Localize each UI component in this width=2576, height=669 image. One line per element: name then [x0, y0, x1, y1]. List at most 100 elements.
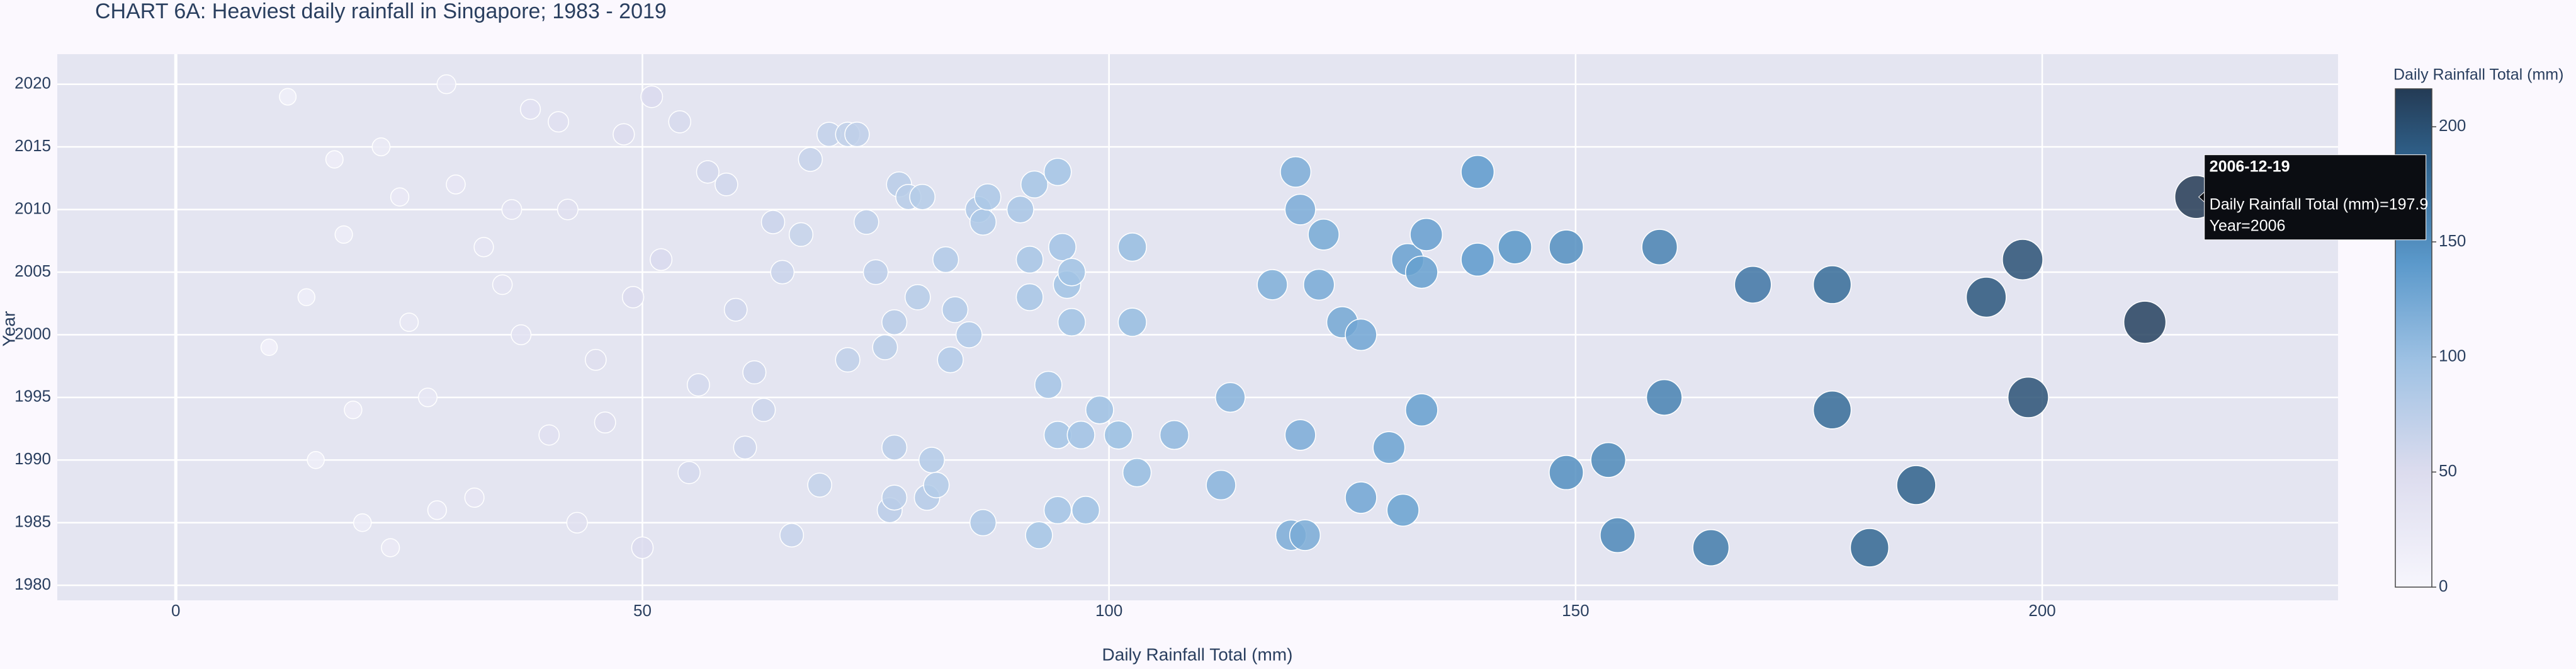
- bubble: [1549, 455, 1584, 491]
- y-tick-label: 2015: [14, 136, 51, 155]
- bubble: [1284, 419, 1316, 451]
- bubble: [1284, 193, 1316, 226]
- bubble: [1386, 493, 1420, 527]
- bubble: [668, 110, 692, 134]
- bubble: [464, 487, 485, 508]
- colorbar-title: Daily Rainfall Total (mm): [2393, 66, 2563, 84]
- bubble: [1498, 229, 1532, 265]
- bubble: [613, 123, 635, 146]
- bubble: [752, 397, 776, 422]
- bubble: [909, 183, 936, 210]
- bubble: [1048, 232, 1076, 261]
- bubble: [650, 248, 673, 272]
- bubble: [715, 173, 738, 197]
- bubble: [923, 472, 950, 499]
- bubble: [1043, 157, 1072, 186]
- bubble: [585, 348, 607, 371]
- tooltip-box: [2204, 154, 2427, 241]
- bubble: [1345, 318, 1377, 352]
- bubble: [1025, 521, 1053, 549]
- bubble: [1812, 390, 1852, 430]
- bubble: [918, 447, 945, 474]
- bubble: [788, 222, 814, 247]
- bubble: [556, 198, 579, 220]
- bubble: [686, 373, 710, 397]
- bubble: [2007, 376, 2049, 418]
- bubble: [798, 147, 823, 172]
- bubble: [399, 312, 419, 332]
- bubble: [1646, 379, 1683, 416]
- colorbar-tick-label: 150: [2439, 231, 2466, 250]
- bubble: [418, 387, 438, 408]
- tooltip-line: Year=2006: [2210, 217, 2286, 234]
- bubble: [1043, 496, 1072, 525]
- bubble: [2002, 239, 2043, 280]
- bubble: [427, 500, 447, 520]
- bubble: [1117, 232, 1147, 262]
- bubble: [307, 451, 325, 469]
- bubble: [932, 246, 959, 273]
- x-tick-label: 150: [1562, 601, 1589, 620]
- bubble: [1215, 382, 1246, 413]
- bubble: [807, 472, 832, 498]
- bubble: [881, 484, 908, 511]
- bubble: [1590, 442, 1627, 478]
- bubble: [1257, 269, 1288, 300]
- bubble: [1071, 496, 1100, 525]
- y-tick-label: 1985: [14, 512, 51, 531]
- bubble: [723, 297, 748, 322]
- bubble: [538, 424, 560, 446]
- tooltip-title: 2006-12-19: [2210, 157, 2290, 175]
- bubble: [1122, 457, 1152, 488]
- bubble: [853, 209, 879, 235]
- bubble: [1896, 465, 1936, 505]
- bubble: [325, 150, 344, 169]
- bubble: [1006, 195, 1034, 224]
- colorbar-tick-label: 200: [2439, 116, 2466, 135]
- bubble: [904, 283, 931, 311]
- x-tick-label: 200: [2028, 601, 2055, 620]
- y-tick-label: 2020: [14, 74, 51, 93]
- bubble: [1159, 420, 1190, 450]
- bubble: [696, 160, 720, 184]
- bubble: [631, 536, 654, 559]
- colorbar-ticks: 0 50 100 150 200: [2432, 116, 2466, 595]
- bubble: [1015, 246, 1044, 274]
- bubble: [1117, 307, 1147, 337]
- bubble: [1280, 156, 1312, 188]
- axes: 0 50 100 150 200 1980 1985 1990 1995 2000 2005 2010…: [14, 74, 2056, 620]
- bubble: [492, 274, 513, 295]
- bubble: [1372, 431, 1406, 464]
- bubble: [1460, 243, 1495, 277]
- bubble: [1404, 393, 1438, 427]
- bubble: [519, 98, 541, 120]
- bubble: [1085, 395, 1114, 425]
- bubble: [1057, 258, 1086, 287]
- y-tick-label: 2010: [14, 198, 51, 217]
- bubble: [1020, 170, 1049, 198]
- bubble: [2123, 300, 2167, 344]
- bubble: [640, 85, 664, 108]
- bubble: [1303, 268, 1335, 301]
- bubble: [1066, 420, 1095, 450]
- bubble: [770, 260, 795, 285]
- bubble: [1034, 370, 1063, 399]
- bubble: [473, 237, 494, 258]
- bubble: [742, 360, 767, 385]
- bubble: [1404, 255, 1438, 289]
- bubble: [446, 174, 466, 195]
- bubble: [1549, 229, 1584, 265]
- bubble: [844, 122, 870, 147]
- colorbar-tick-label: 50: [2439, 461, 2457, 480]
- chart-title: CHART 6A: Heaviest daily rainfall in Sin…: [95, 0, 667, 23]
- colorbar-tick-label: 100: [2439, 346, 2466, 365]
- bubble: [1057, 308, 1086, 337]
- y-tick-label: 2000: [14, 324, 51, 343]
- bubble: [760, 210, 786, 234]
- bubble: [733, 435, 757, 460]
- bubble: [1812, 265, 1852, 304]
- bubble: [371, 137, 391, 157]
- tooltip-line: Daily Rainfall Total (mm)=197.9: [2210, 195, 2429, 213]
